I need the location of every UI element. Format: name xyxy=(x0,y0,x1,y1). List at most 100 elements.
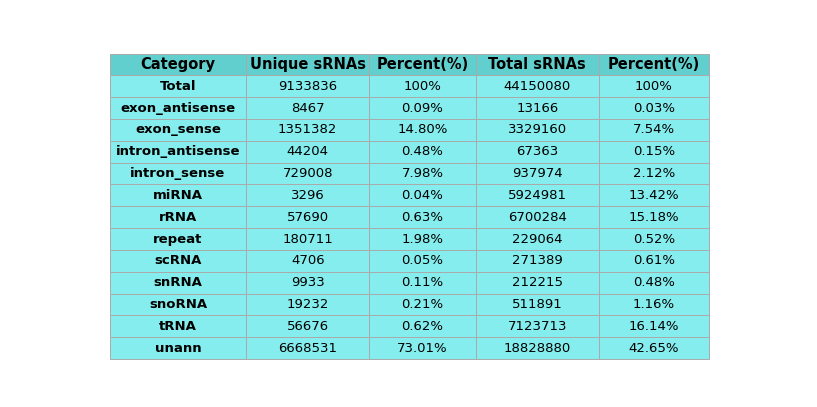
Text: 0.09%: 0.09% xyxy=(402,102,444,115)
Text: 0.63%: 0.63% xyxy=(401,211,444,224)
Bar xyxy=(109,293,246,315)
Bar xyxy=(246,250,369,272)
Text: 0.05%: 0.05% xyxy=(401,254,444,267)
Text: 42.65%: 42.65% xyxy=(628,342,679,354)
Bar xyxy=(109,163,246,184)
Bar xyxy=(109,250,246,272)
Text: Percent(%): Percent(%) xyxy=(377,57,469,72)
Text: 4706: 4706 xyxy=(291,254,324,267)
Text: 1351382: 1351382 xyxy=(278,123,337,136)
Text: 44150080: 44150080 xyxy=(504,80,571,93)
Bar xyxy=(369,119,475,141)
Text: 0.11%: 0.11% xyxy=(401,276,444,289)
Bar xyxy=(369,184,475,206)
Text: 1.16%: 1.16% xyxy=(632,298,675,311)
Bar xyxy=(369,75,475,97)
Bar xyxy=(109,272,246,293)
Bar xyxy=(475,250,599,272)
Text: 14.80%: 14.80% xyxy=(397,123,448,136)
Bar xyxy=(246,206,369,228)
Text: 6700284: 6700284 xyxy=(508,211,567,224)
Text: 0.03%: 0.03% xyxy=(633,102,675,115)
Bar xyxy=(599,54,708,75)
Bar xyxy=(109,315,246,337)
Text: 0.52%: 0.52% xyxy=(632,232,675,245)
Text: snRNA: snRNA xyxy=(154,276,203,289)
Bar xyxy=(369,97,475,119)
Text: 16.14%: 16.14% xyxy=(628,320,679,333)
Text: snoRNA: snoRNA xyxy=(149,298,207,311)
Text: 3329160: 3329160 xyxy=(508,123,567,136)
Text: 0.04%: 0.04% xyxy=(402,189,444,202)
Bar xyxy=(109,141,246,163)
Text: Total sRNAs: Total sRNAs xyxy=(489,57,587,72)
Text: 271389: 271389 xyxy=(512,254,563,267)
Bar xyxy=(246,228,369,250)
Bar xyxy=(246,119,369,141)
Text: 511891: 511891 xyxy=(512,298,563,311)
Bar xyxy=(369,337,475,359)
Bar xyxy=(246,97,369,119)
Text: unann: unann xyxy=(154,342,201,354)
Bar xyxy=(369,206,475,228)
Bar xyxy=(475,75,599,97)
Text: 0.48%: 0.48% xyxy=(402,145,444,158)
Bar xyxy=(599,75,708,97)
Bar xyxy=(369,272,475,293)
Text: 3296: 3296 xyxy=(291,189,324,202)
Text: 0.62%: 0.62% xyxy=(401,320,444,333)
Bar xyxy=(599,97,708,119)
Text: 1.98%: 1.98% xyxy=(401,232,444,245)
Bar xyxy=(599,250,708,272)
Bar xyxy=(109,119,246,141)
Text: miRNA: miRNA xyxy=(153,189,203,202)
Bar xyxy=(599,119,708,141)
Text: 6668531: 6668531 xyxy=(279,342,337,354)
Text: 729008: 729008 xyxy=(283,167,333,180)
Bar xyxy=(109,54,246,75)
Bar xyxy=(246,141,369,163)
Text: repeat: repeat xyxy=(154,232,203,245)
Text: 0.15%: 0.15% xyxy=(632,145,675,158)
Bar xyxy=(369,141,475,163)
Text: tRNA: tRNA xyxy=(159,320,197,333)
Bar xyxy=(475,293,599,315)
Bar xyxy=(475,119,599,141)
Bar xyxy=(369,250,475,272)
Bar xyxy=(475,163,599,184)
Bar xyxy=(475,206,599,228)
Bar xyxy=(369,228,475,250)
Text: scRNA: scRNA xyxy=(154,254,202,267)
Text: 0.21%: 0.21% xyxy=(401,298,444,311)
Text: intron_sense: intron_sense xyxy=(131,167,225,180)
Bar xyxy=(246,293,369,315)
Bar xyxy=(369,163,475,184)
Text: 100%: 100% xyxy=(404,80,441,93)
Text: 73.01%: 73.01% xyxy=(397,342,448,354)
Bar xyxy=(475,272,599,293)
Text: 180711: 180711 xyxy=(283,232,333,245)
Bar xyxy=(475,337,599,359)
Text: 0.48%: 0.48% xyxy=(633,276,675,289)
Text: 7123713: 7123713 xyxy=(507,320,567,333)
Bar xyxy=(369,293,475,315)
Text: exon_antisense: exon_antisense xyxy=(120,102,235,115)
Bar xyxy=(475,315,599,337)
Bar xyxy=(599,337,708,359)
Bar xyxy=(246,315,369,337)
Bar xyxy=(246,54,369,75)
Bar xyxy=(599,293,708,315)
Bar xyxy=(109,228,246,250)
Text: 19232: 19232 xyxy=(287,298,329,311)
Text: Percent(%): Percent(%) xyxy=(608,57,700,72)
Bar xyxy=(109,206,246,228)
Bar xyxy=(599,228,708,250)
Text: 229064: 229064 xyxy=(512,232,563,245)
Text: 13.42%: 13.42% xyxy=(628,189,679,202)
Text: rRNA: rRNA xyxy=(158,211,197,224)
Bar xyxy=(109,184,246,206)
Text: 8467: 8467 xyxy=(291,102,324,115)
Text: 9933: 9933 xyxy=(291,276,324,289)
Bar xyxy=(369,315,475,337)
Bar xyxy=(246,75,369,97)
